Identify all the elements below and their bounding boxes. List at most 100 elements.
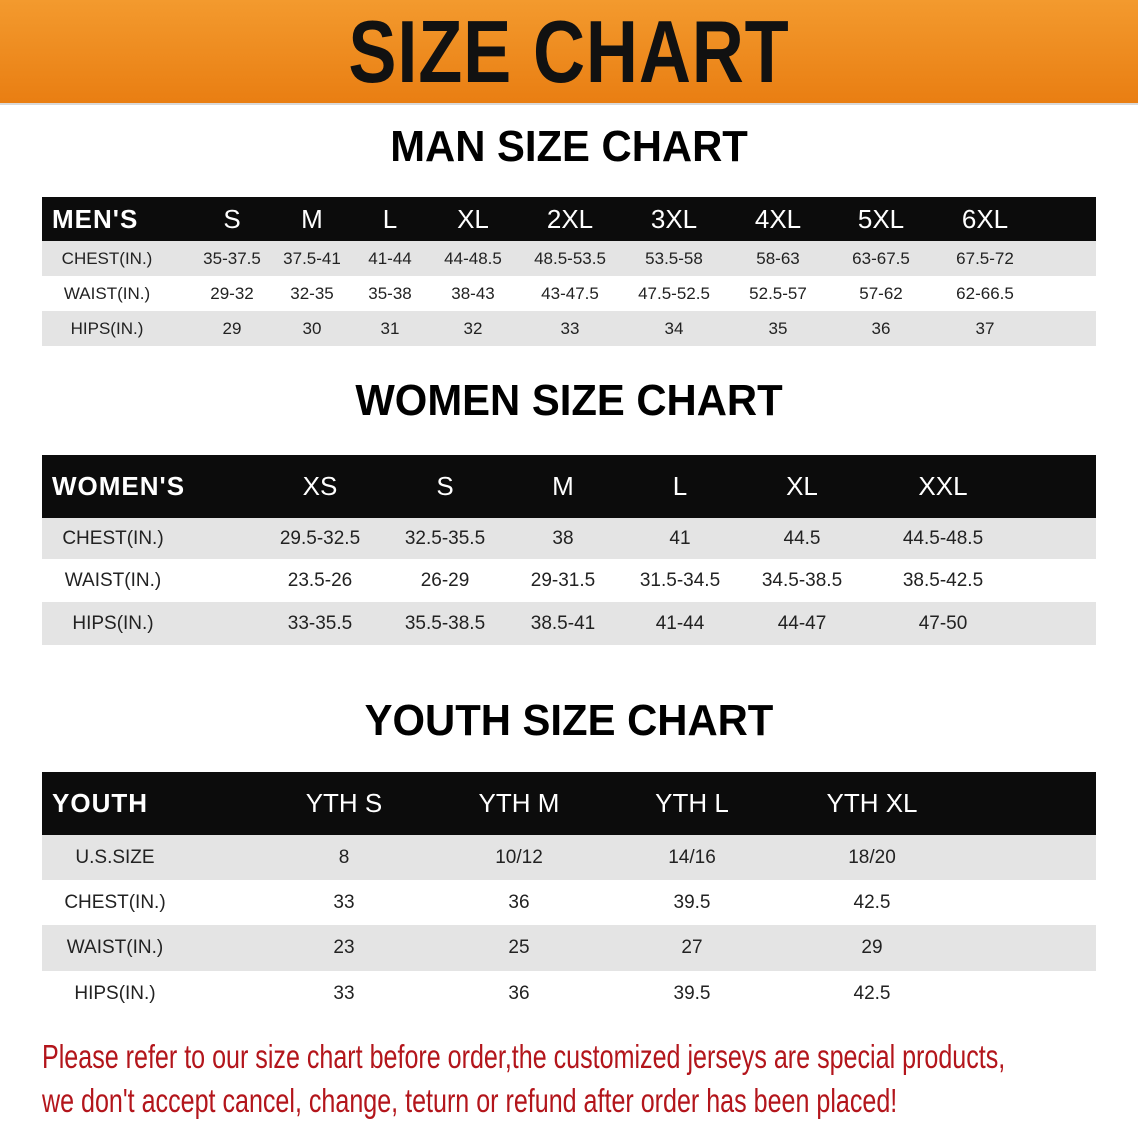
table-cell: 29 — [861, 937, 883, 958]
table-row: U.S.SIZE 8 10/12 14/16 18/20 — [42, 835, 1096, 880]
table-cell: XS — [302, 471, 338, 501]
table-cell: 36 — [508, 891, 530, 913]
table-cell: 10/12 — [495, 846, 543, 868]
table-row: CHEST(IN.) 29.5-32.5 32.5-35.5 38 41 44.5 44.5… — [42, 518, 1096, 559]
table-row: CHEST(IN.) 33 36 39.5 42.5 — [42, 880, 1096, 925]
table-cell: 53.5-58 — [645, 248, 703, 268]
notice-line-2: we don't accept cancel, change, teturn o… — [42, 1082, 898, 1119]
table-cell: 38 — [552, 527, 574, 549]
table-cell: 39.5 — [673, 982, 711, 1004]
table-cell: 67.5-72 — [956, 248, 1014, 268]
table-cell: 41-44 — [655, 612, 705, 634]
table-cell: 25 — [508, 937, 530, 958]
table-cell: YTH XL — [826, 788, 918, 818]
table-cell: 63-67.5 — [852, 248, 910, 268]
table-cell: 44.5 — [783, 527, 821, 549]
row-label: CHEST(IN.) — [64, 891, 166, 913]
table-cell: 58-63 — [756, 248, 800, 268]
row-label: HIPS(IN.) — [74, 982, 156, 1004]
banner-title: SIZE CHART — [348, 2, 790, 101]
table-row: HIPS(IN.) 29 30 31 32 33 34 35 36 37 — [42, 311, 1096, 346]
table-cell: 41 — [669, 527, 691, 549]
table-cell: 52.5-57 — [749, 283, 807, 303]
banner: SIZE CHART — [0, 0, 1138, 105]
table-cell: 6XL — [961, 203, 1009, 234]
men-size-table: MEN'S S M L XL 2XL 3XL 4XL 5XL 6XL CHEST(IN.) 35-37… — [42, 197, 1096, 346]
table-cell: 2XL — [546, 203, 594, 234]
table-cell: 38.5-42.5 — [902, 569, 984, 591]
table-cell: 35.5-38.5 — [404, 612, 486, 634]
table-cell: 34 — [664, 318, 684, 338]
table-cell: 14/16 — [668, 846, 716, 868]
header-row: YOUTH YTH S YTH M YTH L YTH XL — [42, 772, 1096, 835]
table-cell: 39.5 — [673, 891, 711, 913]
row-label: HIPS(IN.) — [72, 612, 154, 634]
table-cell: 47-50 — [918, 612, 968, 634]
youth-size-table: YOUTH YTH S YTH M YTH L YTH XL U.S.SIZE 8 10/12… — [42, 772, 1096, 1016]
table-cell: 32 — [463, 318, 483, 338]
table-cell: 62-66.5 — [956, 283, 1014, 303]
row-label: U.S.SIZE — [75, 846, 155, 868]
table-cell: 29-32 — [210, 283, 254, 303]
table-cell: M — [552, 471, 574, 501]
table-row: HIPS(IN.) 33 36 39.5 42.5 — [42, 971, 1096, 1016]
table-cell: 44-47 — [777, 612, 827, 634]
table-cell: 41-44 — [368, 248, 412, 268]
table-cell: 33 — [333, 982, 355, 1004]
row-label: WAIST(IN.) — [64, 569, 162, 591]
table-row: HIPS(IN.) 33-35.5 35.5-38.5 38.5-41 41-44 44-… — [42, 602, 1096, 645]
row-label: MEN'S — [52, 203, 139, 234]
table-cell: 44-48.5 — [444, 248, 502, 268]
table-cell: 48.5-53.5 — [534, 248, 606, 268]
table-cell: 8 — [338, 846, 350, 868]
table-row: CHEST(IN.) 35-37.5 37.5-41 41-44 44-48.5 48.5… — [42, 241, 1096, 276]
row-label: WAIST(IN.) — [66, 937, 164, 958]
table-cell: XL — [457, 203, 489, 234]
table-cell: 57-62 — [859, 283, 903, 303]
table-cell: 36 — [508, 982, 530, 1004]
row-label: WOMEN'S — [52, 471, 186, 501]
men-section-title: MAN SIZE CHART — [390, 122, 748, 171]
table-cell: 3XL — [650, 203, 698, 234]
table-cell: 47.5-52.5 — [638, 283, 710, 303]
table-cell: 35-38 — [368, 283, 412, 303]
table-cell: 33 — [333, 891, 355, 913]
table-cell: L — [672, 471, 688, 501]
header-row: WOMEN'S XS S M L XL XXL — [42, 455, 1096, 518]
table-cell: 29.5-32.5 — [279, 527, 361, 549]
table-cell: 29 — [222, 318, 242, 338]
row-label: CHEST(IN.) — [62, 527, 164, 549]
table-cell: 37 — [975, 318, 995, 338]
youth-section-title: YOUTH SIZE CHART — [364, 696, 774, 745]
table-cell: 31 — [380, 318, 400, 338]
table-cell: 29-31.5 — [530, 569, 596, 591]
row-label: WAIST(IN.) — [63, 283, 151, 303]
table-cell: 30 — [302, 318, 322, 338]
table-cell: 27 — [681, 937, 703, 958]
table-cell: YTH S — [305, 788, 383, 818]
table-cell: L — [382, 203, 398, 234]
table-cell: 31.5-34.5 — [639, 569, 721, 591]
table-cell: 26-29 — [420, 569, 470, 591]
table-cell: 35 — [768, 318, 788, 338]
table-row: WAIST(IN.) 29-32 32-35 35-38 38-43 43-47.5 47.… — [42, 276, 1096, 311]
table-cell: 32-35 — [290, 283, 334, 303]
table-cell: 44.5-48.5 — [902, 527, 984, 549]
row-label: HIPS(IN.) — [70, 318, 144, 338]
notice-line-1: Please refer to our size chart before or… — [42, 1038, 1006, 1075]
table-cell: 43-47.5 — [541, 283, 599, 303]
women-section-title: WOMEN SIZE CHART — [355, 376, 783, 425]
row-label: YOUTH — [52, 788, 148, 818]
table-cell: 38-43 — [451, 283, 495, 303]
table-cell: 37.5-41 — [283, 248, 341, 268]
table-cell: XL — [786, 471, 818, 501]
table-cell: S — [436, 471, 454, 501]
table-cell: 35-37.5 — [203, 248, 261, 268]
table-cell: 42.5 — [853, 982, 891, 1004]
table-cell: 18/20 — [848, 846, 896, 868]
row-label: CHEST(IN.) — [61, 248, 153, 268]
table-cell: 23.5-26 — [287, 569, 353, 591]
table-cell: 5XL — [857, 203, 905, 234]
table-cell: YTH M — [478, 788, 560, 818]
table-cell: 36 — [871, 318, 891, 338]
